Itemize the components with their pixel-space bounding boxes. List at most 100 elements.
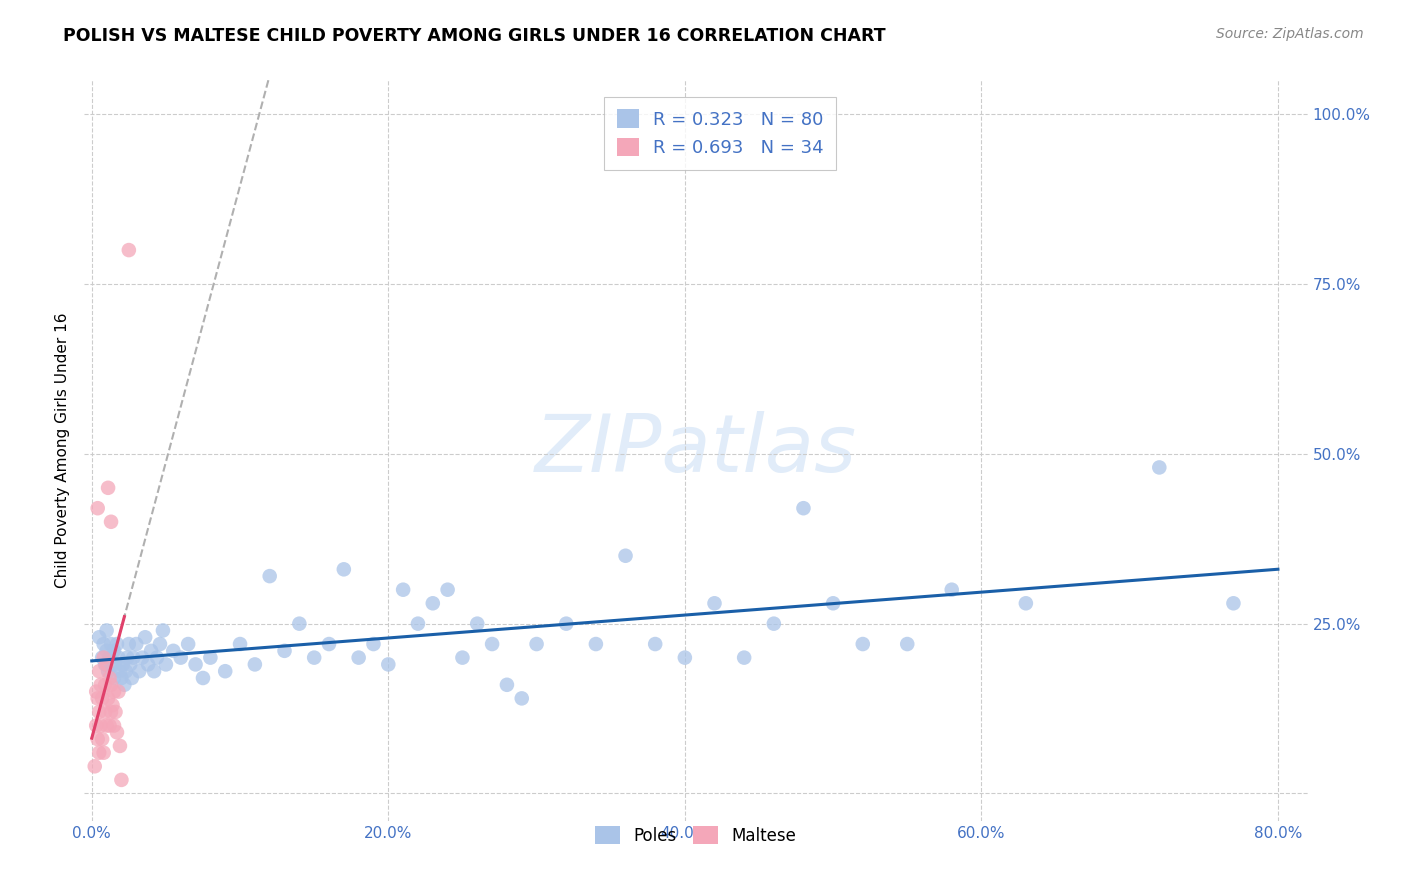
Point	[143, 664, 166, 678]
Point	[792, 501, 814, 516]
Y-axis label: Child Poverty Among Girls Under 16: Child Poverty Among Girls Under 16	[55, 313, 70, 588]
Point	[526, 637, 548, 651]
Point	[96, 624, 118, 638]
Point	[823, 596, 845, 610]
Point	[288, 616, 311, 631]
Point	[200, 650, 222, 665]
Point	[214, 664, 236, 678]
Point	[101, 698, 124, 713]
Point	[117, 650, 139, 665]
Point	[139, 644, 162, 658]
Point	[363, 637, 385, 651]
Point	[93, 746, 115, 760]
Point	[118, 243, 141, 257]
Point	[108, 664, 131, 678]
Point	[89, 746, 111, 760]
Point	[104, 657, 127, 672]
Point	[96, 644, 118, 658]
Point	[555, 616, 578, 631]
Text: POLISH VS MALTESE CHILD POVERTY AMONG GIRLS UNDER 16 CORRELATION CHART: POLISH VS MALTESE CHILD POVERTY AMONG GI…	[63, 27, 886, 45]
Point	[243, 657, 266, 672]
Point	[406, 616, 429, 631]
Point	[177, 637, 200, 651]
Point	[103, 684, 125, 698]
Point	[852, 637, 875, 651]
Point	[120, 657, 142, 672]
Point	[110, 772, 132, 787]
Point	[451, 650, 474, 665]
Point	[93, 637, 115, 651]
Point	[94, 705, 117, 719]
Point	[115, 664, 138, 678]
Point	[94, 657, 117, 672]
Point	[93, 650, 115, 665]
Point	[136, 657, 159, 672]
Point	[259, 569, 281, 583]
Point	[118, 637, 141, 651]
Point	[131, 650, 153, 665]
Point	[229, 637, 252, 651]
Point	[91, 691, 114, 706]
Point	[105, 637, 128, 651]
Point	[510, 691, 533, 706]
Point	[614, 549, 637, 563]
Point	[436, 582, 458, 597]
Point	[733, 650, 755, 665]
Point	[97, 481, 120, 495]
Point	[128, 664, 150, 678]
Point	[84, 684, 107, 698]
Point	[98, 671, 121, 685]
Point	[673, 650, 696, 665]
Point	[149, 637, 172, 651]
Point	[155, 657, 177, 672]
Point	[273, 644, 295, 658]
Point	[107, 684, 129, 698]
Point	[90, 718, 112, 732]
Point	[170, 650, 193, 665]
Point	[134, 630, 156, 644]
Point	[98, 718, 121, 732]
Point	[152, 624, 174, 638]
Point	[89, 630, 111, 644]
Point	[94, 678, 117, 692]
Point	[896, 637, 918, 651]
Point	[107, 650, 129, 665]
Point	[585, 637, 607, 651]
Point	[703, 596, 725, 610]
Point	[86, 501, 108, 516]
Point	[1015, 596, 1038, 610]
Point	[162, 644, 184, 658]
Point	[125, 637, 148, 651]
Point	[100, 637, 122, 651]
Point	[86, 732, 108, 747]
Point	[105, 725, 128, 739]
Text: Source: ZipAtlas.com: Source: ZipAtlas.com	[1216, 27, 1364, 41]
Point	[83, 759, 105, 773]
Point	[146, 650, 169, 665]
Point	[481, 637, 503, 651]
Point	[941, 582, 963, 597]
Point	[96, 657, 118, 672]
Point	[98, 650, 121, 665]
Point	[90, 678, 112, 692]
Point	[84, 718, 107, 732]
Point	[392, 582, 415, 597]
Point	[101, 657, 124, 672]
Point	[302, 650, 325, 665]
Point	[108, 739, 131, 753]
Point	[112, 678, 135, 692]
Point	[122, 650, 145, 665]
Point	[89, 664, 111, 678]
Point	[465, 616, 488, 631]
Point	[191, 671, 214, 685]
Point	[100, 705, 122, 719]
Point	[1149, 460, 1171, 475]
Point	[347, 650, 370, 665]
Point	[100, 515, 122, 529]
Text: ZIPatlas: ZIPatlas	[534, 411, 858, 490]
Point	[89, 705, 111, 719]
Point	[97, 664, 120, 678]
Point	[103, 718, 125, 732]
Point	[333, 562, 356, 576]
Point	[96, 718, 118, 732]
